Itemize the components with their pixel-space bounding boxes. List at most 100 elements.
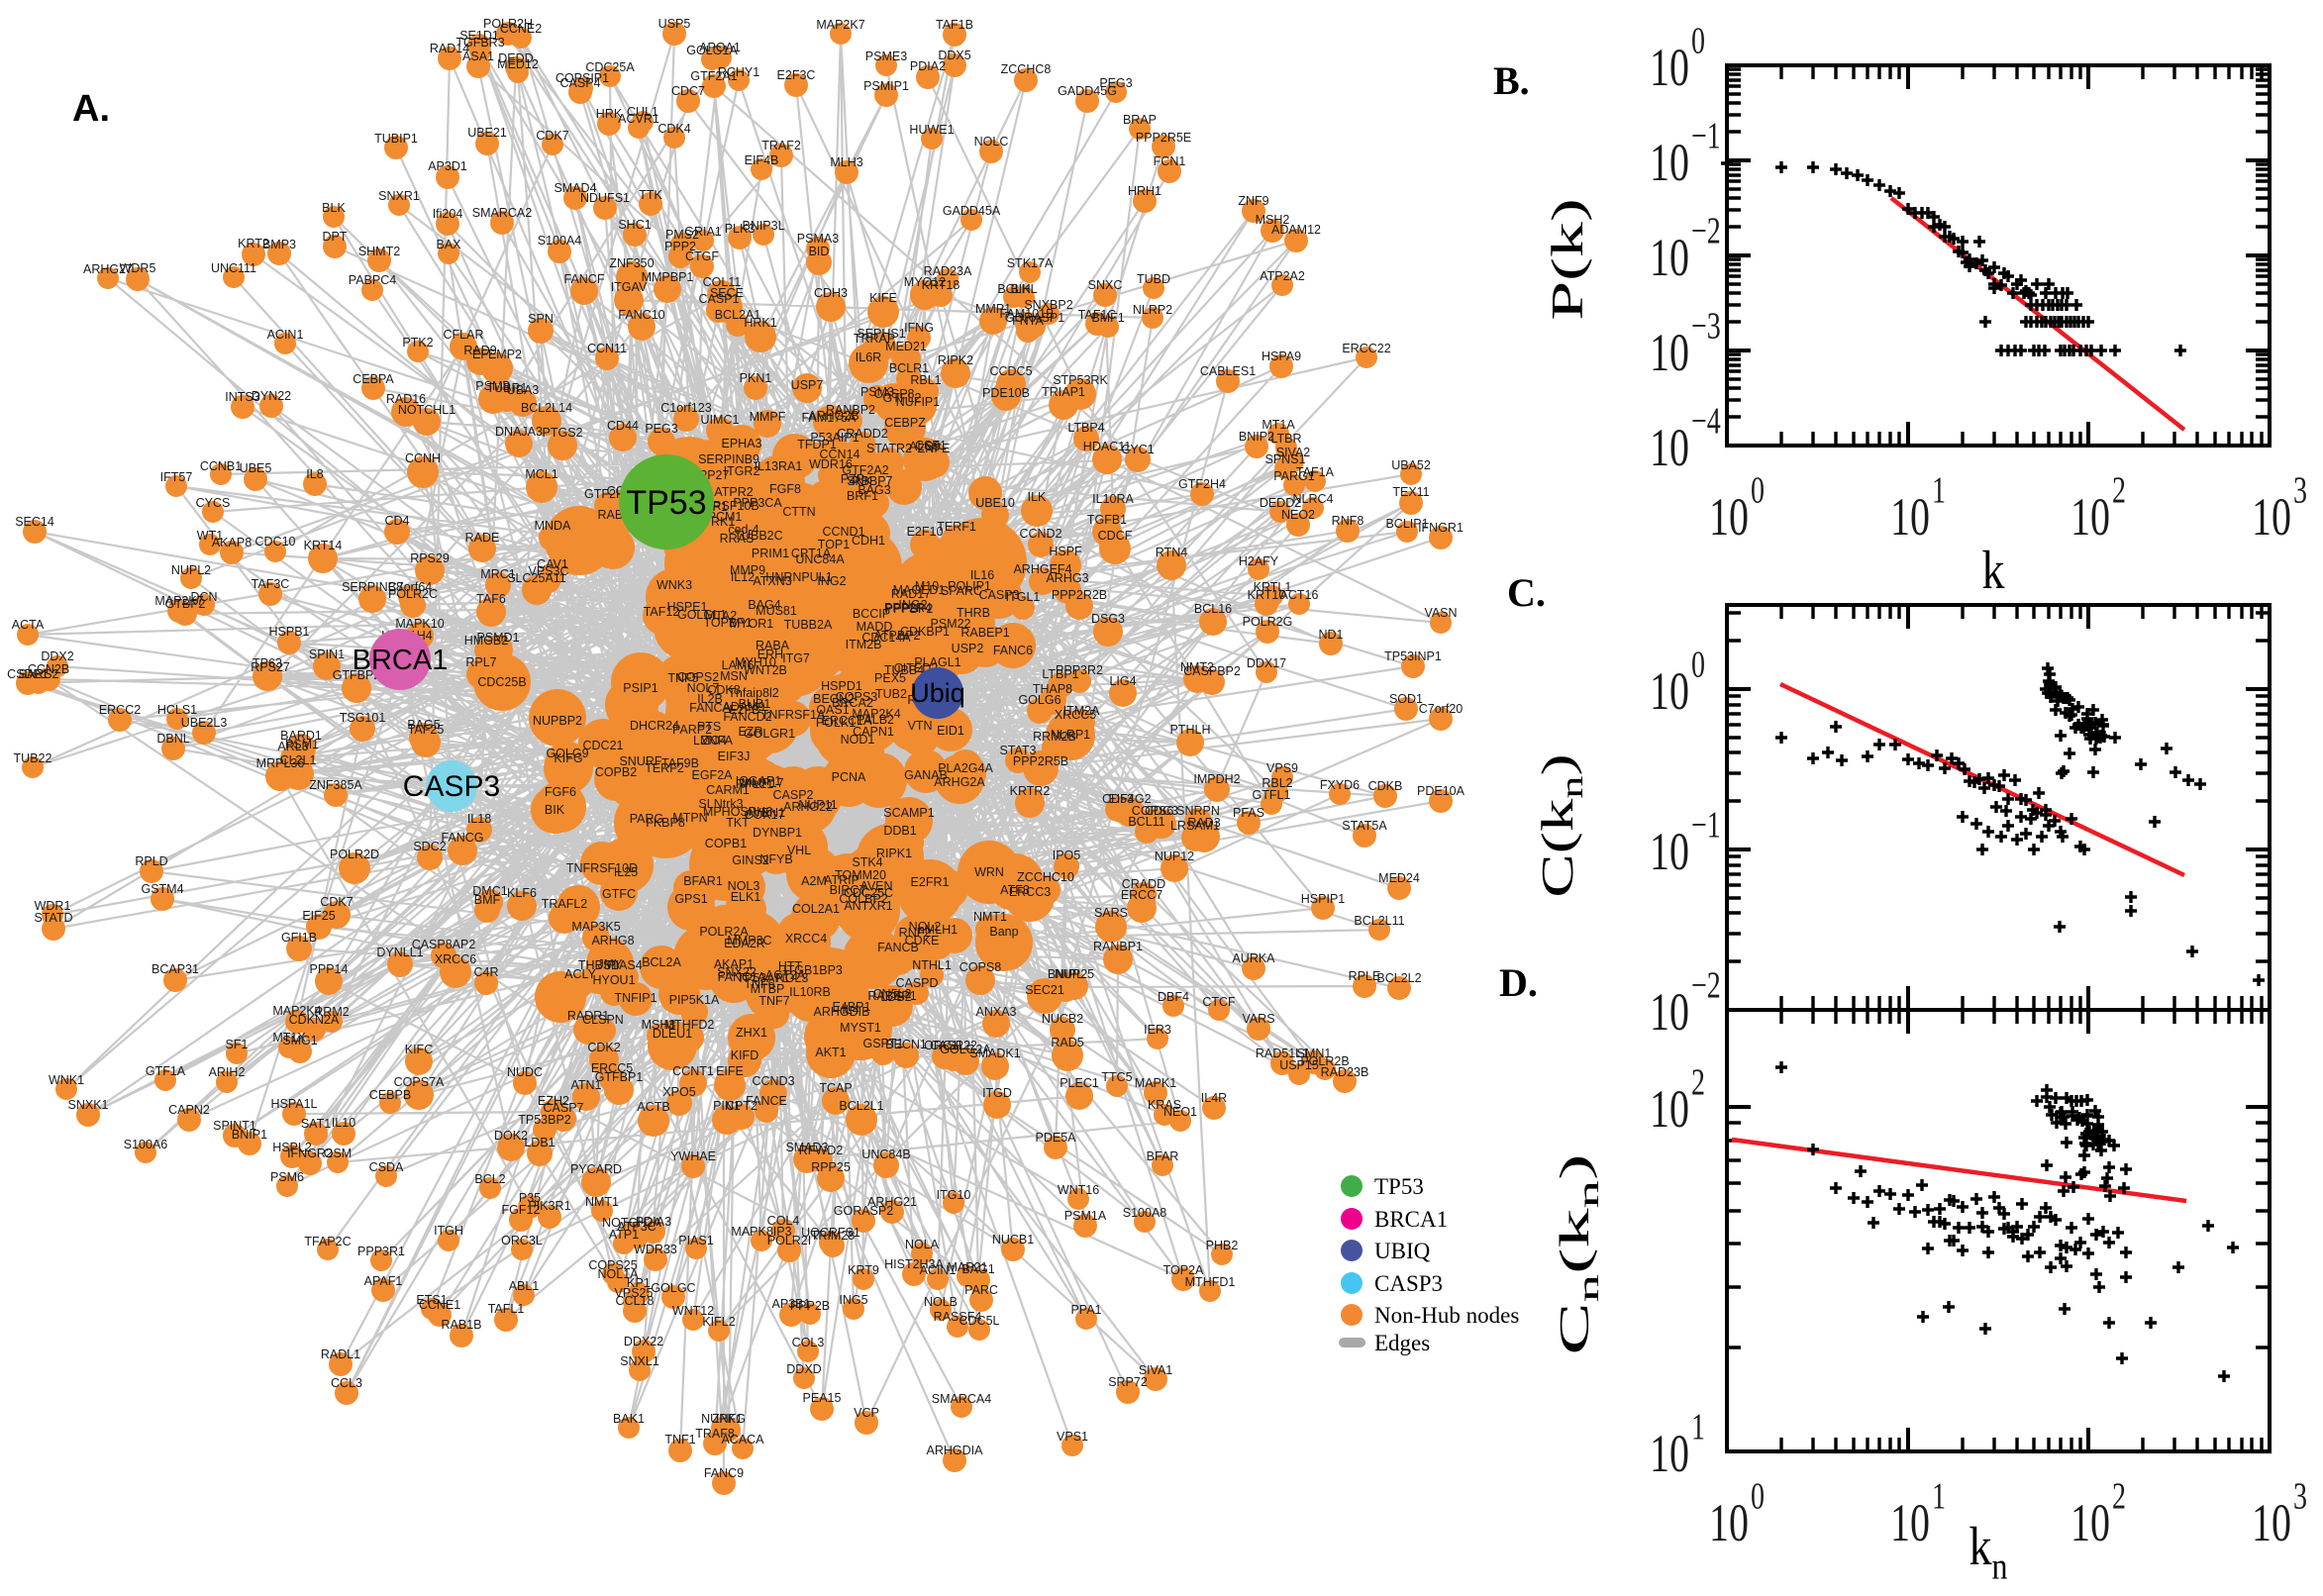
svg-text:GTFL1: GTFL1 [1253, 788, 1291, 802]
svg-text:GOLG1A: GOLG1A [686, 44, 738, 57]
svg-text:FXYD6: FXYD6 [1320, 778, 1360, 792]
svg-text:NOD1: NOD1 [841, 733, 875, 747]
svg-text:IL6R: IL6R [856, 350, 881, 364]
svg-text:BAG4: BAG4 [748, 598, 780, 612]
svg-text:MAP2K4: MAP2K4 [272, 1004, 321, 1018]
svg-text:TAF9B: TAF9B [661, 756, 699, 770]
svg-text:E2F10: E2F10 [907, 525, 944, 539]
svg-text:PIK3R1: PIK3R1 [528, 1199, 570, 1213]
svg-text:ERCC22: ERCC22 [1342, 342, 1390, 355]
svg-text:MED24: MED24 [1378, 871, 1420, 885]
svg-text:MUS81: MUS81 [756, 604, 797, 618]
svg-text:KRT14: KRT14 [304, 539, 343, 552]
svg-text:MMP3C: MMP3C [727, 934, 771, 948]
svg-text:BUB1: BUB1 [739, 697, 771, 711]
svg-text:RADL1: RADL1 [321, 1347, 360, 1361]
svg-text:COPS7A: COPS7A [394, 1075, 445, 1089]
svg-text:NOLB: NOLB [924, 1295, 958, 1309]
svg-text:HRH1: HRH1 [1128, 184, 1162, 198]
svg-text:HIST2H3A: HIST2H3A [884, 1257, 944, 1271]
svg-text:CASPBP2: CASPBP2 [1183, 664, 1241, 678]
svg-text:WRN: WRN [974, 865, 1004, 879]
svg-text:TRRAP: TRRAP [854, 332, 895, 346]
svg-text:RTN4: RTN4 [1156, 546, 1187, 559]
svg-text:MYST1: MYST1 [840, 1021, 881, 1035]
svg-text:RBBP7: RBBP7 [853, 474, 893, 488]
svg-text:CAPN1: CAPN1 [853, 725, 894, 739]
svg-text:BAG5: BAG5 [407, 718, 440, 732]
svg-text:COL2A1: COL2A1 [792, 902, 840, 916]
svg-text:SECE: SECE [710, 286, 744, 300]
svg-text:MLH3: MLH3 [830, 155, 862, 169]
svg-text:LDB2: LDB2 [880, 990, 911, 1004]
svg-text:BMF: BMF [474, 893, 501, 907]
svg-text:PSM1A: PSM1A [1064, 1209, 1107, 1223]
svg-text:ced-4: ced-4 [728, 523, 758, 537]
svg-text:ZCCHC8: ZCCHC8 [1001, 62, 1052, 76]
svg-text:ARHG27: ARHG27 [83, 262, 133, 276]
svg-text:PSM1: PSM1 [285, 738, 319, 751]
svg-text:TERF2: TERF2 [645, 761, 684, 775]
svg-text:COX17: COX17 [745, 808, 785, 822]
svg-text:FKBP8: FKBP8 [646, 816, 685, 830]
svg-text:TP63: TP63 [252, 656, 282, 670]
svg-text:MNDA: MNDA [535, 519, 571, 533]
svg-text:PDE10A: PDE10A [1417, 784, 1465, 798]
svg-text:LMO4: LMO4 [693, 734, 727, 748]
svg-text:NDUFS1: NDUFS1 [580, 191, 630, 205]
svg-text:KRT9: KRT9 [848, 1263, 879, 1277]
svg-text:SNRPN: SNRPN [1176, 804, 1220, 818]
svg-text:KIFE: KIFE [869, 291, 897, 305]
svg-text:ERCC2: ERCC2 [99, 703, 141, 717]
svg-text:CDKBP1: CDKBP1 [900, 625, 950, 639]
svg-text:CASP8: CASP8 [874, 387, 915, 401]
svg-text:CASP3: CASP3 [403, 770, 500, 803]
svg-text:DDB1: DDB1 [883, 824, 916, 838]
svg-text:TEX11: TEX11 [1392, 485, 1429, 499]
svg-text:UBA52: UBA52 [1391, 458, 1431, 472]
svg-text:CDC25A: CDC25A [585, 60, 635, 74]
svg-text:TAF12: TAF12 [644, 605, 680, 619]
svg-text:SPNS1: SPNS1 [1265, 452, 1306, 466]
svg-text:TOP1: TOP1 [818, 538, 850, 551]
svg-text:UBE10: UBE10 [975, 496, 1015, 510]
svg-text:FGF8: FGF8 [769, 482, 801, 496]
svg-text:MAP2K4: MAP2K4 [852, 707, 900, 721]
svg-text:PDIA2: PDIA2 [910, 59, 946, 73]
svg-text:TUBIP1: TUBIP1 [374, 132, 418, 146]
svg-text:WDR5: WDR5 [120, 261, 156, 275]
svg-text:KRTR2: KRTR2 [1010, 784, 1051, 798]
svg-text:HUWE1: HUWE1 [909, 123, 954, 137]
svg-text:RIPK2: RIPK2 [938, 353, 973, 367]
svg-text:CLSPN: CLSPN [582, 1013, 624, 1027]
svg-text:−2: −2 [1691, 211, 1721, 252]
svg-text:KRT18: KRT18 [922, 278, 960, 292]
svg-text:GTF2A2: GTF2A2 [842, 463, 888, 477]
svg-text:GRIA1: GRIA1 [684, 225, 722, 239]
svg-text:ORC1L: ORC1L [924, 1039, 965, 1052]
svg-text:RAD23A: RAD23A [924, 264, 972, 278]
svg-text:MAP2K7: MAP2K7 [154, 594, 203, 608]
svg-text:10: 10 [2252, 488, 2291, 547]
svg-text:1: 1 [1691, 1407, 1705, 1448]
svg-text:POLR2C: POLR2C [388, 587, 438, 601]
svg-text:GOLG2A: GOLG2A [940, 1043, 991, 1056]
svg-text:TRIM28: TRIM28 [811, 1229, 856, 1243]
svg-text:RPS29: RPS29 [410, 551, 450, 565]
svg-text:ALG9: ALG9 [909, 440, 941, 453]
svg-text:CDC3: CDC3 [1145, 804, 1178, 818]
svg-text:BRF1: BRF1 [847, 489, 878, 503]
svg-text:TP53INP1: TP53INP1 [1384, 649, 1442, 663]
svg-text:SPINT1: SPINT1 [213, 1119, 256, 1133]
svg-text:POLR2B: POLR2B [1300, 1054, 1349, 1068]
svg-text:DYN22: DYN22 [252, 389, 291, 403]
svg-text:PYCARD: PYCARD [570, 1162, 622, 1176]
svg-text:HMGB2: HMGB2 [464, 634, 509, 648]
svg-text:GOLGC: GOLGC [651, 1281, 695, 1295]
svg-text:USP7: USP7 [791, 378, 824, 392]
svg-text:CCNB1: CCNB1 [200, 459, 242, 473]
svg-text:SEPHS1: SEPHS1 [857, 327, 905, 341]
svg-text:FAM101B: FAM101B [1000, 307, 1055, 321]
svg-text:RCHY1: RCHY1 [718, 65, 759, 79]
svg-text:S100A6: S100A6 [124, 1138, 168, 1151]
